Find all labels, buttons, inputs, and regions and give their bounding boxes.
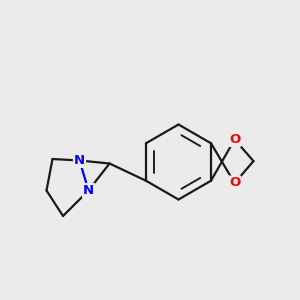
Text: N: N: [74, 154, 85, 167]
Text: O: O: [229, 176, 240, 190]
Text: N: N: [83, 184, 94, 197]
Text: O: O: [229, 133, 240, 146]
